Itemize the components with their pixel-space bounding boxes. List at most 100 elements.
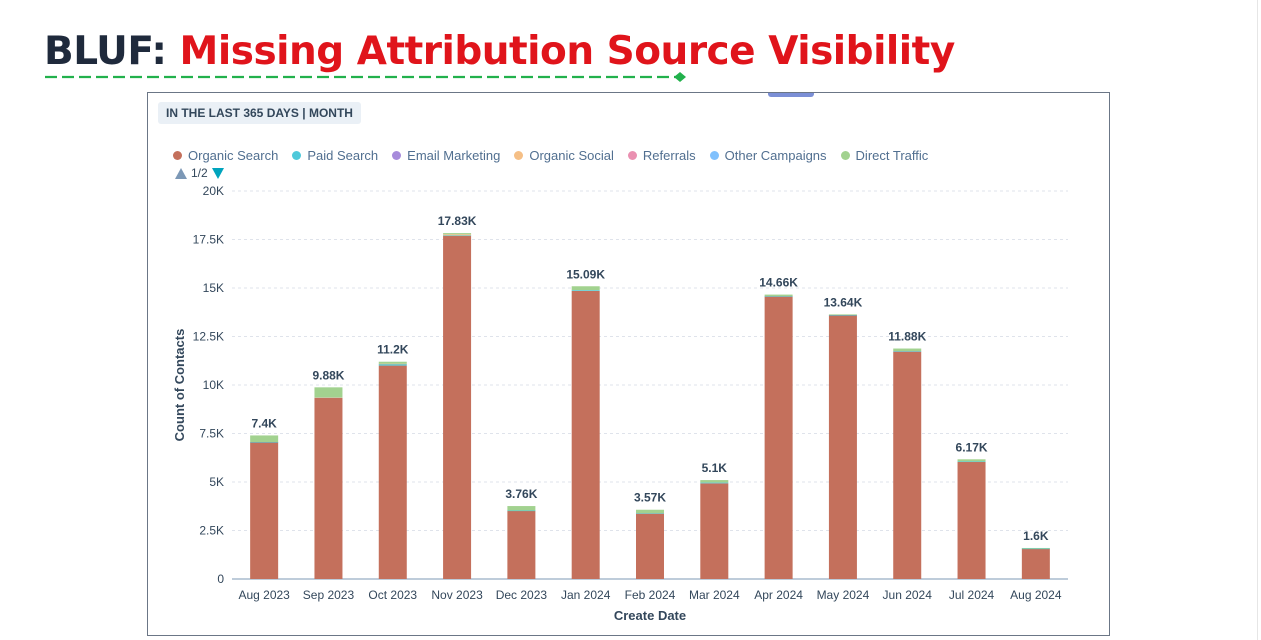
x-tick-label: Jul 2024	[949, 588, 995, 602]
legend-dot-icon	[392, 150, 402, 160]
bar-segment	[507, 510, 536, 512]
legend-item[interactable]: Direct Traffic	[840, 147, 929, 163]
legend-label: Referrals	[642, 147, 696, 163]
bar-segment	[378, 361, 407, 364]
bar-segment	[571, 286, 600, 291]
legend-item[interactable]: Other Campaigns	[709, 147, 827, 163]
bar-segment	[378, 363, 407, 366]
legend-label: Organic Search	[188, 147, 279, 163]
x-tick-label: Nov 2023	[431, 588, 483, 602]
bar-segment	[1021, 548, 1050, 579]
report-card: IN THE LAST 365 DAYS | MONTH Organic Sea…	[147, 92, 1110, 636]
legend-item[interactable]: Organic Social	[514, 148, 614, 163]
bar-total-label: 13.64K	[824, 295, 863, 309]
legend-dot-icon	[292, 150, 302, 160]
bar-segment	[250, 435, 279, 443]
legend-label: Other Campaigns	[724, 147, 827, 163]
y-tick-label: 12.5K	[193, 330, 224, 344]
bar-segment	[764, 296, 793, 579]
bar-segment	[893, 351, 922, 352]
bar-total-label: 11.2K	[377, 343, 409, 357]
y-axis-title: Count of Contacts	[172, 329, 187, 442]
bar-segment	[443, 235, 472, 237]
bar-segment	[443, 233, 472, 235]
slide-title: BLUF: Missing Attribution Source Visibil…	[44, 26, 955, 78]
title-prefix: BLUF:	[44, 29, 167, 74]
bar-segment	[957, 461, 986, 579]
bar-segment	[378, 365, 407, 579]
bar-segment	[700, 483, 729, 579]
bar-segment	[378, 363, 407, 365]
bar-total-label: 6.17K	[956, 440, 988, 454]
x-tick-label: May 2024	[817, 588, 870, 602]
bar-segment	[636, 513, 664, 514]
bar-segment	[893, 348, 922, 352]
bar-total-label: 7.4K	[251, 416, 277, 430]
title-main: Missing Attribution Source Visibility	[179, 29, 956, 74]
y-tick-label: 7.5K	[199, 427, 224, 441]
bar-total-label: 3.76K	[505, 487, 537, 501]
slide-edge-line	[1257, 0, 1258, 640]
bar-segment	[571, 290, 600, 291]
legend-item[interactable]: Email Marketing	[392, 148, 500, 163]
y-tick-label: 20K	[203, 184, 224, 198]
y-tick-label: 15K	[203, 281, 224, 295]
y-tick-label: 17.5K	[193, 233, 224, 247]
bar-segment	[764, 294, 793, 297]
bar-total-label: 9.88K	[312, 368, 344, 382]
bar-segment	[443, 235, 472, 579]
x-tick-label: Dec 2023	[496, 588, 548, 602]
legend-label: Direct Traffic	[855, 147, 929, 163]
bar-segment	[636, 509, 664, 514]
bar-total-label: 3.57K	[634, 491, 666, 505]
bar-segment	[957, 459, 986, 462]
bar-segment	[250, 442, 279, 443]
legend-label: Paid Search	[307, 147, 379, 163]
legend-dot-icon	[627, 150, 637, 160]
legend-dot-icon	[514, 150, 524, 160]
legend-label: Email Marketing	[407, 147, 501, 163]
legend-dot-icon	[840, 150, 850, 160]
bar-segment	[314, 397, 343, 579]
bar-chart: 0 2.5K 5K 7.5K 10K 12.5K 15K 17.5K 20K 7.4K Aug 20…	[172, 184, 1068, 623]
y-tick-label: 5K	[209, 475, 224, 489]
toolbar-tab-indicator	[768, 93, 814, 97]
y-tick-label: 0	[217, 572, 224, 586]
bar-total-label: 5.1K	[702, 461, 728, 475]
legend-dot-icon	[173, 150, 182, 160]
bar-segment	[1021, 547, 1050, 549]
legend-dot-icon	[709, 150, 719, 160]
chart-legend: Organic Search Paid Search Email Marketing…	[173, 145, 942, 165]
x-tick-label: Aug 2024	[1010, 588, 1062, 602]
bar-total-label: 11.88K	[888, 330, 926, 344]
legend-item[interactable]: Organic Search	[173, 148, 278, 163]
bar-total-label: 14.66K	[759, 276, 798, 290]
page-prev-icon[interactable]	[175, 167, 187, 179]
bar-segment	[828, 314, 857, 315]
x-tick-label: Sep 2023	[303, 588, 355, 602]
x-tick-label: Aug 2023	[238, 588, 290, 602]
page-next-icon[interactable]	[211, 167, 224, 179]
x-tick-label: Feb 2024	[625, 588, 676, 602]
x-tick-label: Jan 2024	[561, 588, 611, 602]
bar-total-label: 15.09K	[566, 267, 605, 281]
bar-segment	[700, 482, 729, 484]
bar-segment	[314, 387, 343, 398]
bar-segment	[700, 480, 729, 483]
bar-segment	[507, 506, 536, 511]
bar-segment	[636, 513, 664, 579]
x-tick-label: Oct 2023	[368, 588, 417, 602]
bar-segment	[828, 315, 857, 579]
y-tick-label: 10K	[203, 378, 224, 392]
bar-segment	[764, 296, 793, 297]
legend-label: Organic Social	[529, 147, 614, 163]
legend-item[interactable]: Paid Search	[292, 148, 378, 163]
bar-total-label: 17.83K	[438, 214, 477, 228]
page-indicator: 1/2	[191, 166, 208, 180]
bar-segment	[1021, 548, 1050, 550]
x-tick-label: Mar 2024	[689, 588, 740, 602]
x-axis-title: Create Date	[614, 608, 686, 623]
bar-segment	[250, 442, 279, 579]
bar-segment	[828, 314, 857, 316]
legend-item[interactable]: Referrals	[627, 147, 696, 163]
